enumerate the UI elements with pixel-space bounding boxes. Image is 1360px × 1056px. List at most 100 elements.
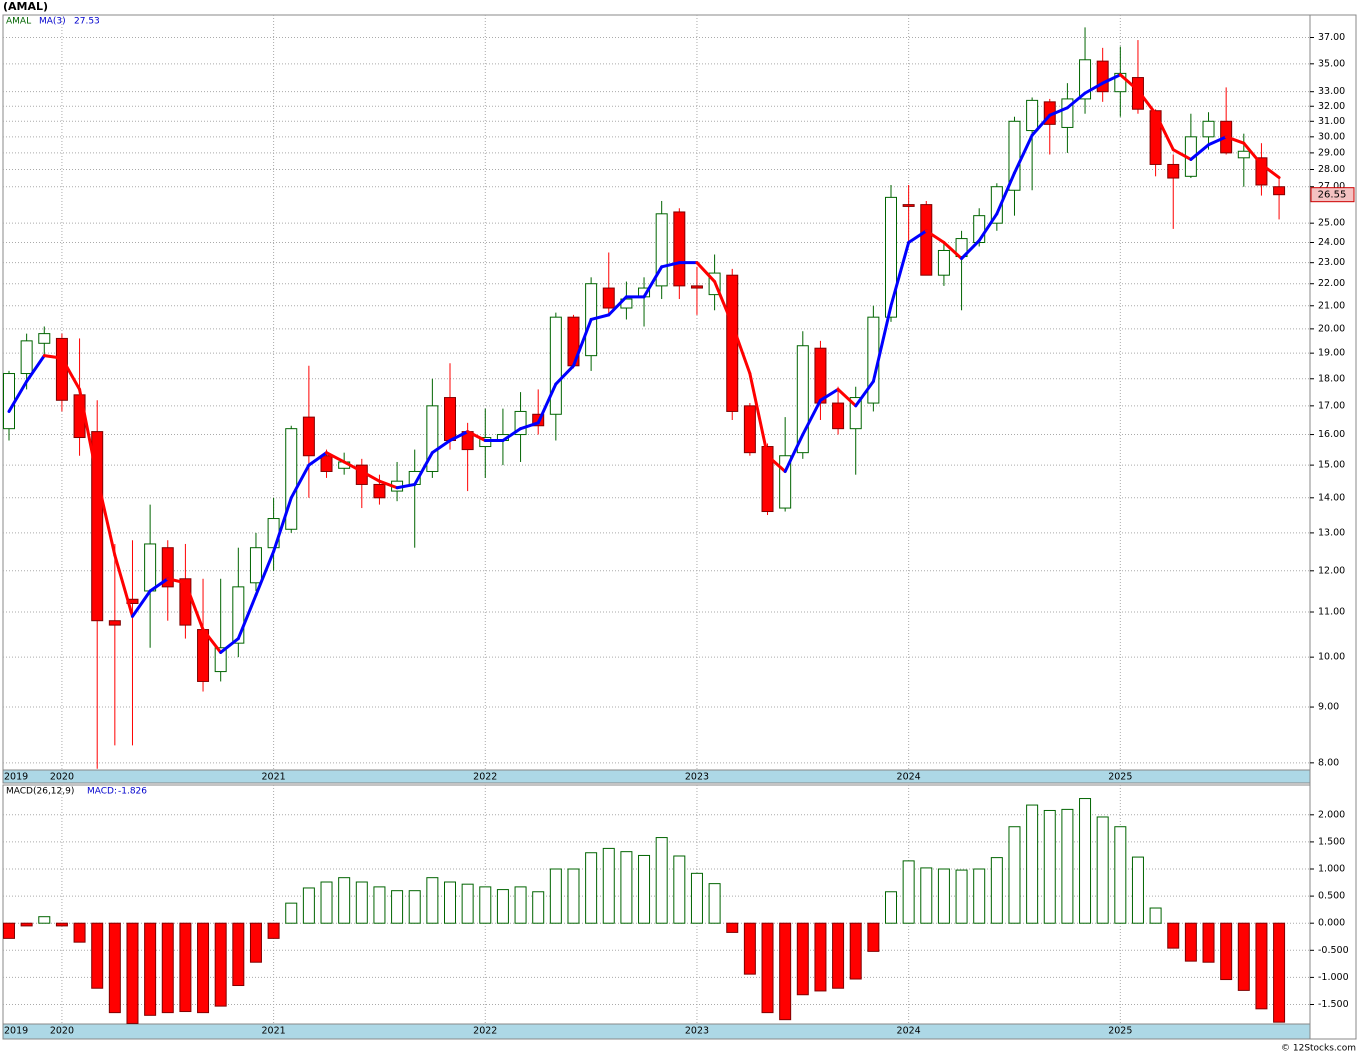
bar <box>426 877 439 924</box>
candle-body <box>55 337 68 401</box>
x-tick-label: 2023 <box>685 772 709 783</box>
bar <box>1008 826 1021 924</box>
ma-line <box>183 581 205 632</box>
ma-line <box>236 593 258 641</box>
candle-body <box>108 620 121 626</box>
candle-body <box>1202 120 1215 138</box>
ma-line <box>430 439 452 455</box>
x-tick-label: 2022 <box>473 1026 497 1037</box>
ma-line <box>748 372 770 458</box>
candle-body <box>814 347 827 404</box>
bar <box>338 877 351 924</box>
bar <box>3 922 15 939</box>
candle-body <box>1131 77 1144 110</box>
bar <box>144 922 157 1016</box>
ma-line <box>1083 81 1105 95</box>
ma-line <box>1030 113 1052 137</box>
ma-line <box>766 454 787 473</box>
axis-panel <box>1309 14 1357 1040</box>
candle-body <box>1026 99 1039 132</box>
bar <box>796 922 809 996</box>
ma-line <box>977 212 999 243</box>
bar <box>320 881 333 924</box>
y-tick-label: 13.00 <box>1318 527 1345 538</box>
bar <box>867 922 880 952</box>
bar <box>73 922 86 943</box>
candle-body <box>320 455 333 472</box>
ma-line <box>1154 112 1175 152</box>
ma-line <box>536 382 558 425</box>
ma-line <box>660 261 681 269</box>
bar <box>1149 907 1162 924</box>
y-tick-label: 29.00 <box>1318 147 1345 158</box>
bar <box>197 922 210 1014</box>
bar <box>955 869 968 924</box>
bar <box>708 883 721 924</box>
bar <box>1043 809 1056 924</box>
candle-body <box>38 333 51 344</box>
ma-line <box>1118 73 1140 92</box>
candle-body <box>726 274 739 412</box>
bar <box>408 890 421 924</box>
ma-line <box>924 229 946 245</box>
candle-body <box>1237 150 1250 159</box>
bar <box>814 922 827 992</box>
bar <box>161 922 174 1014</box>
y-tick-label: 15.00 <box>1318 460 1345 471</box>
ma-line <box>1224 135 1246 145</box>
bar <box>1273 922 1286 1023</box>
y-tick-label: 17.00 <box>1318 400 1345 411</box>
y-tick-label: 33.00 <box>1318 86 1345 97</box>
y-tick-label: 8.00 <box>1318 757 1339 768</box>
candle-body <box>849 397 862 430</box>
ma-line <box>889 241 911 308</box>
ma-line <box>130 589 152 618</box>
bar <box>1220 922 1233 981</box>
candle-body <box>602 287 615 309</box>
ma-line <box>448 430 470 443</box>
candle-body <box>20 340 33 375</box>
bar <box>179 922 192 1013</box>
ma-line <box>818 387 840 402</box>
candle-body <box>743 405 756 454</box>
bar <box>937 868 950 924</box>
bar <box>285 902 298 924</box>
ma-line <box>201 628 223 654</box>
ma-line <box>1101 73 1122 85</box>
ma-line <box>60 356 82 391</box>
bar <box>514 886 527 924</box>
candle-body <box>197 629 210 682</box>
candle-body <box>285 428 298 530</box>
bar <box>1202 922 1215 963</box>
bar <box>902 860 915 924</box>
x-tick-label: 2022 <box>473 772 497 783</box>
y-tick-label: 24.00 <box>1318 237 1345 248</box>
x-tick-label: 2024 <box>897 772 921 783</box>
bar <box>620 851 633 924</box>
x-tick-label: 2020 <box>50 772 74 783</box>
candle-body <box>885 196 897 318</box>
y-tick-label: 27.00 <box>1318 181 1345 192</box>
candle-body <box>91 431 104 622</box>
candle-body <box>796 345 809 454</box>
price-tag <box>1310 187 1355 203</box>
bar <box>743 922 756 975</box>
ma-line <box>360 469 381 483</box>
bar <box>126 922 139 1024</box>
candle-body <box>1008 120 1021 191</box>
x-tick-label: 2019 <box>4 1026 28 1037</box>
candle-body <box>673 211 686 287</box>
bar <box>1131 856 1144 924</box>
bar <box>461 883 474 924</box>
x-tick-label: 2023 <box>685 1026 709 1037</box>
y-tick-label: 9.00 <box>1318 702 1339 713</box>
ma-line <box>713 280 734 326</box>
bar <box>355 881 368 924</box>
ma-line <box>342 460 364 473</box>
ma-line <box>1048 106 1069 117</box>
ma-line <box>377 479 399 490</box>
bar <box>1096 816 1109 924</box>
bar <box>567 868 580 924</box>
ma-line <box>942 241 964 261</box>
